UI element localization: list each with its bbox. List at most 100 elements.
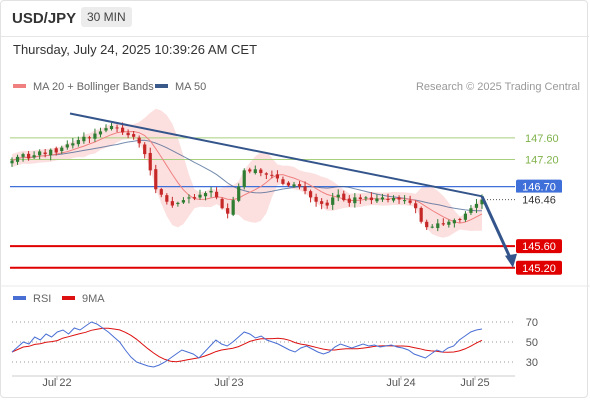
ma50-legend-swatch	[155, 84, 168, 88]
candle-body	[143, 144, 147, 155]
candle-body	[231, 200, 235, 215]
candle-body	[358, 197, 362, 200]
last-price-badge	[516, 192, 562, 207]
candle-body	[181, 200, 186, 203]
projection-arrow-head	[505, 253, 517, 268]
candle-body	[292, 184, 296, 187]
candle-body	[10, 160, 14, 164]
level-badge-145.60	[516, 239, 562, 254]
candle-body	[209, 190, 213, 193]
candle-body	[408, 200, 412, 203]
candle-body	[308, 191, 313, 198]
trendline-group	[69, 112, 517, 268]
candle-body	[325, 202, 329, 206]
candle-body	[71, 143, 75, 146]
bollinger-bands	[12, 108, 482, 238]
legend-rsi: RSI 9MA	[13, 293, 105, 305]
candle-body	[87, 137, 92, 139]
candle-body	[353, 197, 357, 204]
copyright-text: Research © 2025 Trading Central	[416, 81, 580, 93]
candle-body	[159, 189, 163, 195]
candle-body	[237, 186, 241, 201]
candle-body	[93, 133, 97, 139]
symbol-title: USD/JPY	[12, 10, 77, 27]
candle-body	[214, 191, 219, 198]
timeframe-button[interactable]: 30 MIN	[81, 7, 132, 27]
candle-body	[331, 197, 335, 205]
candle-body	[259, 169, 263, 174]
candle-body	[297, 184, 302, 187]
candle-body	[441, 223, 445, 225]
candle-body	[98, 131, 103, 135]
candle-body	[154, 169, 158, 190]
level-label-145.60: 145.60	[522, 241, 556, 253]
candle-body	[391, 197, 396, 201]
x-tick-label: Jul 24	[386, 377, 415, 389]
candle-body	[203, 193, 208, 197]
candle-body	[120, 127, 125, 133]
candle-body	[463, 213, 468, 220]
rsi-tick-50: 50	[526, 337, 538, 349]
candle-body	[176, 202, 180, 205]
candle-body	[386, 198, 390, 200]
candle-body	[380, 197, 385, 200]
timestamp: Thursday, July 24, 2025 10:39:26 AM CET	[13, 42, 258, 57]
price-labels: 147.60 147.20 146.70 145.60 145.20 146.46	[516, 133, 562, 275]
rsi-legend-label: RSI	[33, 293, 51, 305]
candle-body	[21, 154, 25, 157]
rsi-legend-swatch	[13, 296, 26, 300]
rsi-tick-30: 30	[526, 357, 538, 369]
candle-body	[192, 197, 197, 199]
rsi-panel: 70 50 30	[11, 317, 538, 369]
candle-body	[187, 197, 191, 199]
candle-body	[320, 201, 324, 204]
x-tick-label: Jul 25	[460, 377, 489, 389]
ma50-legend-label: MA 50	[175, 81, 206, 93]
candle-body	[419, 208, 423, 222]
rsi-ma-line	[11, 327, 483, 363]
candle-body	[397, 197, 401, 200]
candle-body	[60, 147, 64, 152]
candle-body	[375, 198, 379, 202]
candle-body	[15, 156, 20, 162]
candle-body	[38, 151, 42, 156]
x-tick-label: Jul 22	[42, 377, 71, 389]
x-tick-label: Jul 23	[214, 377, 243, 389]
candle-body	[336, 194, 340, 198]
x-axis: Jul 22 Jul 23 Jul 24 Jul 25	[12, 375, 515, 389]
top-bar: USD/JPY 30 MIN	[1, 1, 589, 37]
candle-body	[286, 182, 291, 186]
level-label-146.70: 146.70	[522, 182, 556, 194]
candle-body	[43, 152, 47, 155]
candle-body	[402, 200, 407, 202]
candle-body	[447, 221, 451, 225]
candle-body	[253, 169, 257, 174]
candle-body	[458, 219, 462, 221]
rsi-tick-70: 70	[526, 317, 538, 329]
candle-body	[314, 196, 318, 202]
candle-body	[137, 137, 141, 144]
candle-body	[115, 127, 119, 129]
level-badge-146.70	[516, 179, 562, 194]
bollinger-band-area	[12, 108, 482, 238]
level-label-147.60: 147.60	[525, 133, 559, 145]
candle-body	[414, 203, 418, 209]
candle-body	[281, 179, 285, 184]
candle-body	[220, 198, 224, 209]
candle-body	[270, 174, 274, 176]
ma9-legend-label: 9MA	[82, 293, 105, 305]
candle-body	[430, 226, 434, 228]
last-price-label: 146.46	[522, 195, 556, 207]
level-label-147.20: 147.20	[525, 155, 559, 167]
candle-body	[264, 173, 268, 175]
candle-body	[369, 197, 374, 201]
moving-averages	[11, 130, 483, 224]
candle-body	[76, 140, 80, 145]
candle-body	[65, 144, 69, 148]
candle-body	[242, 170, 246, 188]
candle-body	[248, 169, 252, 172]
candle-body	[347, 198, 351, 203]
level-label-145.20: 145.20	[522, 263, 556, 275]
